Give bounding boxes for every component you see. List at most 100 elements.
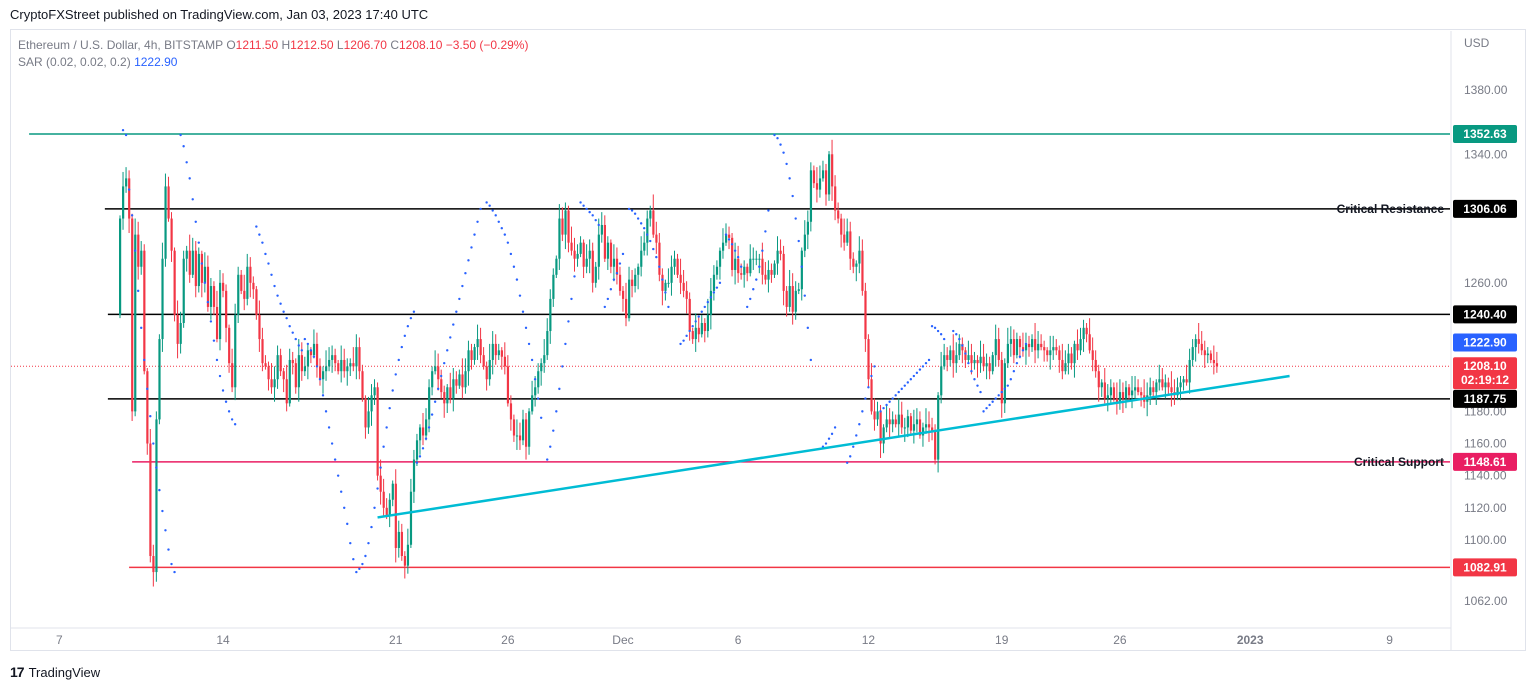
candle-body [937, 395, 940, 460]
sar-dot [536, 397, 540, 400]
sar-dot [212, 339, 216, 342]
candle-body [1021, 347, 1025, 351]
candle-body [1127, 387, 1131, 396]
sar-dot [718, 281, 722, 285]
candle-body [252, 282, 255, 290]
sar-dot [1021, 349, 1025, 352]
candle-body [1031, 339, 1034, 348]
sar-dot [430, 413, 434, 416]
candle-body [470, 350, 473, 360]
candle-body [958, 343, 961, 356]
candle-body [706, 314, 710, 332]
sar-dot [791, 194, 794, 198]
candle-body [991, 355, 994, 372]
candle-body [1170, 387, 1173, 393]
candle-body [891, 419, 894, 425]
sar-dot [736, 255, 740, 259]
candle-body [318, 366, 322, 380]
candle-body [667, 282, 670, 284]
x-tick-label: 26 [1113, 633, 1127, 647]
sar-dot [642, 226, 646, 230]
sar-dot [882, 406, 885, 410]
candle-body [270, 379, 273, 388]
candle-body [728, 234, 731, 238]
candle-body [821, 170, 825, 179]
candle-body [1040, 343, 1043, 348]
candle-body [279, 355, 282, 372]
sar-dot [885, 403, 888, 407]
candle-body [1197, 339, 1200, 344]
candle-body [912, 424, 916, 431]
x-tick-label: 6 [735, 633, 742, 647]
candle-body [870, 379, 873, 412]
candle-body [712, 274, 716, 291]
sar-dot [664, 291, 667, 294]
candle-body [340, 359, 343, 372]
footer-brand[interactable]: 17 TradingView [10, 664, 100, 680]
x-tick-label: 7 [56, 633, 63, 647]
candle-body [122, 186, 125, 219]
y-tick-label: 1160.00 [1464, 437, 1507, 451]
candle-body [1091, 350, 1094, 360]
candle-body [797, 289, 800, 291]
candle-body [643, 242, 646, 251]
candle-body [212, 286, 216, 307]
sar-dot [1006, 384, 1009, 387]
candle-body [288, 359, 291, 404]
sar-dot [321, 394, 325, 397]
sar-dot [412, 310, 416, 313]
candle-body [567, 210, 570, 243]
sar-dot [855, 434, 858, 437]
sar-dot [179, 133, 182, 137]
sar-dot [1024, 342, 1028, 346]
sar-dot [961, 344, 964, 347]
high-value: 1212.50 [290, 38, 334, 52]
sar-dot [915, 371, 919, 375]
candle-body [1109, 387, 1113, 396]
candle-body [697, 327, 700, 335]
sar-dot [282, 310, 285, 313]
candle-body [888, 419, 891, 425]
candle-body [491, 343, 494, 360]
sar-dot [849, 455, 852, 458]
candle-body [309, 350, 313, 356]
candle-body [837, 210, 840, 219]
sar-dot [343, 506, 346, 509]
sar-dot [215, 358, 219, 362]
sar-dot [973, 378, 976, 381]
sar-dot [1012, 370, 1016, 373]
candle-body [140, 250, 143, 267]
candle-body [188, 250, 191, 275]
candle-body [682, 282, 685, 291]
sar-dot [646, 233, 649, 236]
candle-body [173, 250, 176, 315]
candle-body [861, 250, 864, 291]
sar-dot [197, 241, 200, 244]
candle-body [934, 430, 937, 460]
symbol-label: Ethereum / U.S. Dollar, 4h, BITSTAMP [18, 38, 223, 52]
ascending-trendline[interactable] [377, 374, 1290, 519]
candle-body [1149, 387, 1152, 396]
candle-body [1194, 339, 1197, 348]
candle-body [1067, 353, 1070, 364]
candle-body [631, 279, 634, 287]
sar-dot [752, 288, 755, 291]
candle-body [1034, 339, 1037, 351]
candle-body [1167, 382, 1170, 388]
candle-body [1158, 379, 1161, 383]
candle-body [628, 279, 631, 319]
sar-dot [527, 342, 531, 346]
sar-dot [285, 316, 288, 320]
candle-body [1079, 339, 1082, 351]
candle-body [543, 355, 546, 364]
candle-body [906, 416, 909, 428]
candle-body [691, 331, 694, 340]
sar-dot [655, 255, 658, 259]
sar-dot [476, 220, 479, 223]
sar-dot [191, 198, 194, 201]
candle-body [1134, 387, 1137, 391]
candle-body [488, 359, 491, 380]
close-value: 1208.10 [399, 38, 443, 52]
candle-body [767, 269, 770, 280]
